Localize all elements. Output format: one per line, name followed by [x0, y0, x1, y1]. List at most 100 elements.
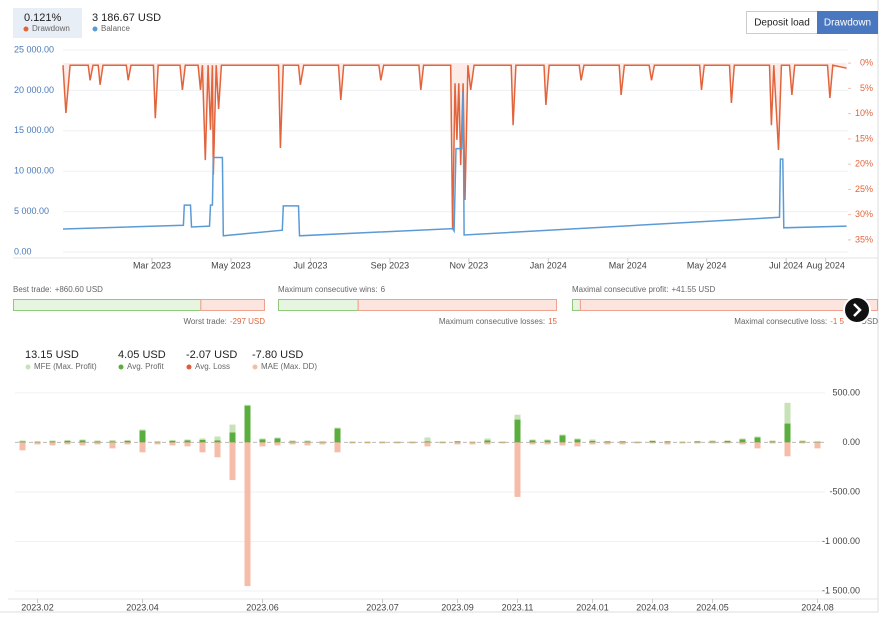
x-tick-label: Mar 2023: [133, 260, 171, 270]
next-button-circle[interactable]: [843, 296, 871, 324]
bar: [124, 440, 131, 443]
bar: [289, 442, 296, 445]
button[interactable]: [817, 11, 878, 34]
bar: [229, 442, 236, 481]
bar: [199, 442, 206, 453]
bar: [94, 442, 101, 445]
bar: [784, 402, 791, 443]
bar: [559, 435, 566, 443]
x-tick-label: 2024.01: [576, 602, 609, 612]
bar: [739, 442, 746, 445]
bar: [589, 442, 596, 445]
bar: [649, 440, 656, 443]
bar: [109, 442, 116, 449]
bar: [139, 442, 146, 453]
x-tick-label: 2023.06: [246, 602, 279, 612]
stat-label: Maximal consecutive profit:: [572, 285, 668, 294]
bar: [19, 441, 26, 443]
legend-value: 13.15 USD: [25, 349, 79, 361]
bar: [799, 441, 806, 443]
bar: [634, 442, 641, 444]
stat-value: +41.55 USD: [671, 285, 715, 294]
bar: [49, 441, 56, 443]
bar: [124, 442, 131, 445]
bar: [724, 440, 731, 443]
y2-tick-label: 15%: [855, 133, 873, 143]
bar: [139, 430, 146, 443]
bar: [694, 441, 701, 443]
bar: [319, 442, 326, 445]
bar: [334, 428, 341, 443]
bar: [49, 442, 56, 446]
bar: [574, 439, 581, 443]
bar: [214, 440, 221, 443]
stat-bar-positive: [13, 299, 202, 311]
legend-dot: [186, 364, 192, 370]
legend-dot: [252, 364, 258, 370]
stat-value: -1 5: [830, 317, 844, 326]
y-tick-label: 25 000.00: [14, 44, 54, 54]
legend-label: Avg. Profit: [127, 362, 165, 371]
bar: [214, 436, 221, 443]
bar: [454, 441, 461, 443]
bar: [694, 442, 701, 444]
x-tick-label: 2023.11: [502, 602, 534, 612]
legend-dot: [23, 26, 29, 32]
next-button[interactable]: [843, 296, 871, 324]
bar: [349, 441, 356, 443]
active-tab[interactable]: [13, 8, 82, 38]
y-tick-label: 0.00: [14, 246, 32, 256]
bar: [289, 441, 296, 443]
legend-label: Avg. Loss: [195, 362, 230, 371]
x-tick-label: 2023.09: [441, 602, 474, 612]
y-tick-label: 5 000.00: [14, 206, 49, 216]
bar: [769, 441, 776, 443]
bar: [679, 442, 686, 444]
bar: [424, 441, 431, 443]
bar: [604, 442, 611, 445]
stat-label: Maximal consecutive loss:: [734, 317, 827, 326]
bar: [439, 441, 446, 443]
legend-dot: [25, 364, 31, 370]
button-label[interactable]: Drawdown: [824, 18, 871, 29]
y-tick-label: -1 000.00: [822, 536, 860, 546]
stat-right: Maximum consecutive losses: 15: [439, 317, 558, 326]
bar: [94, 441, 101, 443]
y2-tick-label: 25%: [855, 184, 873, 194]
bar: [154, 440, 161, 443]
bar: [169, 442, 176, 446]
bar: [34, 440, 41, 443]
bar: [424, 437, 431, 443]
bar: [544, 440, 551, 443]
x-tick-label: Sep 2023: [371, 260, 410, 270]
bar: [34, 442, 41, 445]
bar: [394, 442, 401, 444]
bar: [64, 442, 71, 445]
tab-label: Drawdown: [32, 24, 70, 33]
tab-value: 3 186.67 USD: [92, 12, 161, 24]
x-tick-label: Nov 2023: [450, 260, 489, 270]
bar: [244, 442, 251, 587]
bar: [784, 442, 791, 457]
y2-tick-label: 30%: [855, 209, 873, 219]
legend-dot: [92, 26, 98, 32]
bar: [229, 432, 236, 443]
stat-unit: USD: [861, 317, 878, 326]
bar: [574, 442, 581, 447]
y-tick-label: -500.00: [829, 486, 860, 496]
bar: [634, 441, 641, 443]
button-label[interactable]: Deposit load: [754, 18, 810, 29]
bar: [769, 442, 776, 444]
bar: [109, 441, 116, 443]
stat-right: Maximal consecutive loss: -1 5: [734, 317, 844, 326]
chevron[interactable]: [853, 303, 862, 317]
x-tick-label: 2024.05: [696, 602, 729, 612]
bar: [79, 442, 86, 446]
legend-label: MAE (Max. DD): [261, 362, 317, 371]
bar: [64, 440, 71, 443]
y2-tick-label: 10%: [855, 108, 873, 118]
bar: [319, 440, 326, 443]
bar: [469, 441, 476, 443]
bar: [484, 440, 491, 443]
